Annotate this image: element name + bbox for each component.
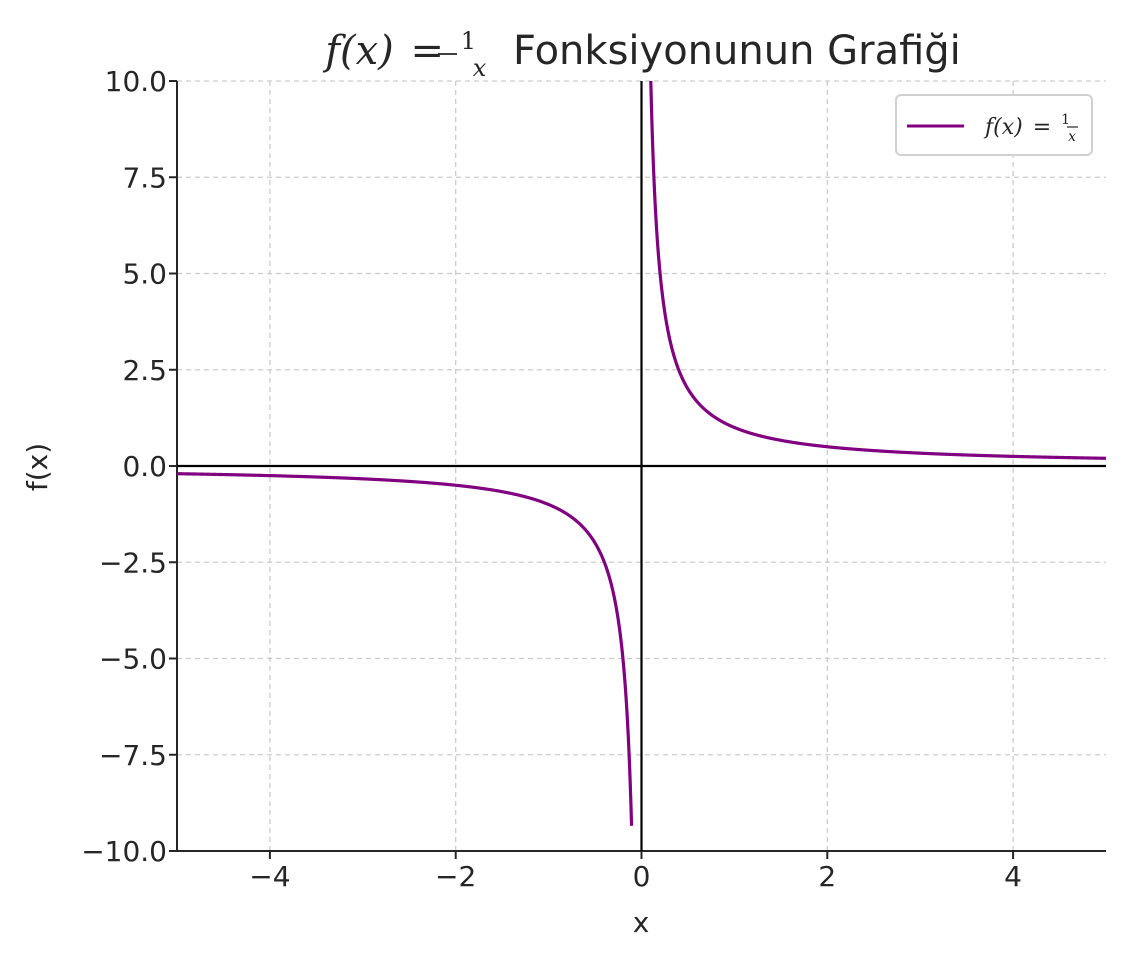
y-tick-label-5: 2.5 xyxy=(122,354,167,387)
legend-equals: = xyxy=(1033,115,1051,140)
x-ticks: −4 −2 0 2 4 xyxy=(249,851,1022,893)
legend: f(x) = 1 x xyxy=(895,94,1093,156)
legend-function: f(x) xyxy=(983,115,1023,140)
x-tick-label-3: 2 xyxy=(818,860,836,893)
title-function: f(x) xyxy=(322,28,394,74)
y-tick-label-0: −10.0 xyxy=(81,835,167,868)
legend-box xyxy=(895,94,1093,156)
y-tick-label-1: −7.5 xyxy=(99,739,167,772)
y-tick-label-7: 7.5 xyxy=(122,161,167,194)
chart-title: f(x) = 1 x Fonksiyonunun Grafiği xyxy=(322,13,961,86)
y-tick-label-3: −2.5 xyxy=(99,546,167,579)
series-layer xyxy=(176,80,1107,826)
series-positive-branch xyxy=(649,80,1107,460)
x-tick-label-4: 4 xyxy=(1004,860,1022,893)
title-denominator: x xyxy=(473,54,487,82)
title-equals: = xyxy=(411,28,445,74)
legend-numerator: 1 xyxy=(1061,112,1070,128)
title-numerator: 1 xyxy=(461,27,476,55)
y-tick-label-2: −5.0 xyxy=(99,643,167,676)
y-ticks: −10.0 −7.5 −5.0 −2.5 0.0 2.5 5.0 7.5 10.0 xyxy=(81,65,177,868)
x-tick-label-2: 0 xyxy=(633,860,651,893)
legend-denominator: x xyxy=(1068,129,1076,145)
series-negative-branch xyxy=(176,472,634,826)
y-axis-label: f(x) xyxy=(21,443,54,491)
reference-lines xyxy=(177,81,1106,851)
x-axis-label: x xyxy=(633,906,650,939)
y-tick-label-6: 5.0 xyxy=(122,258,167,291)
y-tick-label-8: 10.0 xyxy=(105,65,167,98)
y-tick-label-4: 0.0 xyxy=(122,450,167,483)
x-tick-label-1: −2 xyxy=(435,860,476,893)
title-text: Fonksiyonunun Grafiği xyxy=(513,28,961,74)
legend-label: f(x) = 1 x xyxy=(983,105,1077,145)
x-tick-label-0: −4 xyxy=(249,860,290,893)
